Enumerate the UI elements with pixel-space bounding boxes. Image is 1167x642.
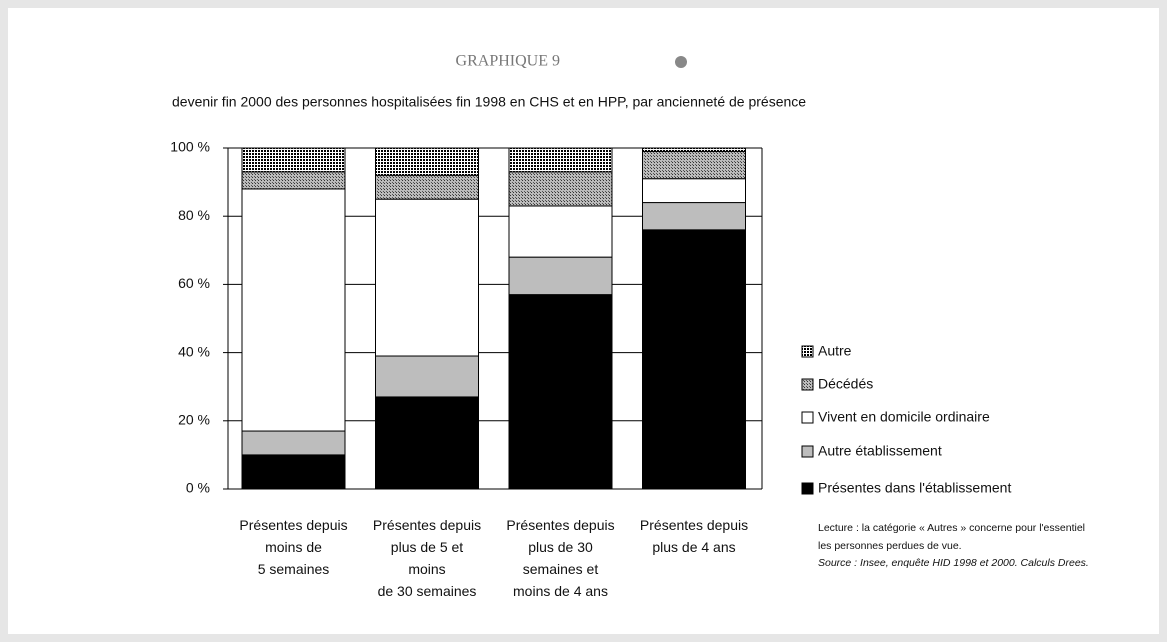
x-tick-line: moins [408, 561, 445, 577]
bar-segment [642, 178, 746, 204]
y-tick-label: 100 % [170, 139, 210, 155]
legend-label: Autre établissement [818, 443, 942, 459]
bar-segment [642, 150, 746, 180]
y-tick-label: 80 % [178, 207, 210, 223]
source: Source : Insee, enquête HID 1998 et 2000… [818, 557, 1089, 569]
y-tick-label: 60 % [178, 275, 210, 291]
bar-segment [508, 205, 613, 258]
x-tick-line: de 30 semaines [378, 583, 477, 599]
bar-segment [375, 198, 479, 357]
note: les personnes perdues de vue. [818, 540, 962, 552]
legend-label: Autre [818, 343, 852, 359]
x-tick-label: Présentes depuis plus de 30 semaines et moi… [506, 517, 614, 599]
legend-label: Décédés [818, 376, 873, 392]
x-tick-line: moins de [265, 539, 322, 555]
bar-segment [241, 454, 346, 490]
legend-swatch [801, 411, 814, 424]
x-tick-label: Présentes depuis plus de 4 ans [640, 517, 748, 555]
bar-segment [241, 171, 346, 190]
bar-segment [642, 202, 746, 231]
x-tick-line: Présentes depuis [640, 517, 748, 533]
bar-segment [508, 256, 613, 296]
header: GRAPHIQUE 9 [456, 53, 560, 70]
x-tick-line: plus de 4 ans [652, 539, 735, 555]
legend-label: Présentes dans l'établissement [818, 480, 1011, 496]
bar-segment [508, 147, 613, 173]
x-tick-label: Présentes depuis moins de 5 semaines [239, 517, 347, 577]
bar-segment [642, 147, 746, 152]
y-tick-label: 40 % [178, 343, 210, 359]
bar-segment [375, 174, 479, 200]
x-tick-line: Présentes depuis [373, 517, 481, 533]
x-tick-line: plus de 5 et [391, 539, 463, 555]
x-tick-line: 5 semaines [258, 561, 330, 577]
bar-segment [241, 188, 346, 432]
legend-swatch [801, 445, 814, 458]
legend-swatch [801, 482, 814, 495]
legend-label: Vivent en domicile ordinaire [818, 409, 990, 425]
x-tick-line: Présentes depuis [239, 517, 347, 533]
chart-title: devenir fin 2000 des personnes hospitali… [172, 94, 806, 110]
legend-swatch [801, 345, 814, 358]
header-dot [675, 56, 687, 68]
bar-segment [375, 147, 479, 176]
bar-segment [508, 171, 613, 207]
y-tick-label: 0 % [186, 480, 210, 496]
legend-swatch [801, 378, 814, 391]
x-tick-line: Présentes depuis [506, 517, 614, 533]
bar-segment [508, 294, 613, 490]
bar-segment [642, 229, 746, 490]
x-tick-line: plus de 30 [528, 539, 593, 555]
bar-segment [241, 147, 346, 173]
bar-segment [241, 430, 346, 456]
bar-segment [375, 396, 479, 490]
bar-segment [375, 355, 479, 398]
x-tick-label: Présentes depuis plus de 5 et moins de 30 s… [373, 517, 481, 599]
x-tick-line: semaines et [523, 561, 599, 577]
x-tick-line: moins de 4 ans [513, 583, 608, 599]
note: Lecture : la catégorie « Autres » concer… [818, 522, 1085, 534]
y-tick-label: 20 % [178, 412, 210, 428]
